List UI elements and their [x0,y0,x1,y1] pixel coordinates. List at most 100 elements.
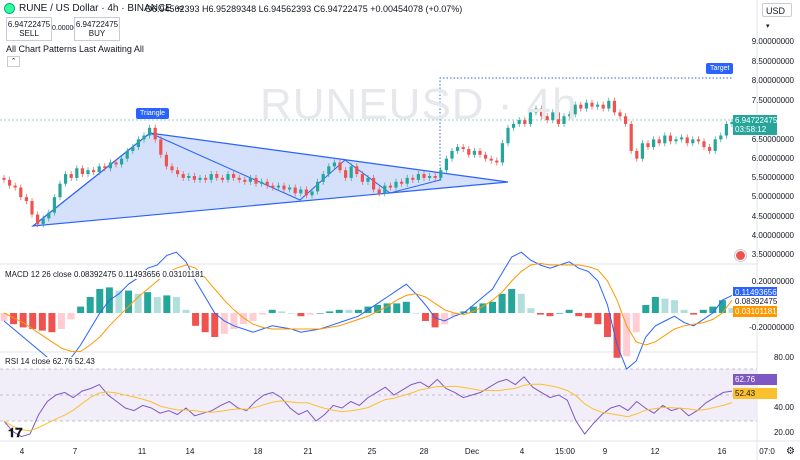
macd-histogram-bar [450,313,458,317]
candle-body [360,174,364,182]
macd-histogram-bar [278,311,286,313]
candle-body [478,150,482,155]
candle-body [136,139,140,148]
macd-histogram-bar [431,313,439,328]
flag-icon[interactable] [735,250,746,261]
candle-body [568,114,572,117]
candle-body [601,104,605,109]
macd-histogram-bar [10,313,18,325]
time-tick: 11 [137,447,147,456]
candle-body [652,139,656,148]
candle-body [176,170,180,175]
ohlc-readout: O6.94562393 H6.95289348 L6.94562393 C6.9… [145,4,463,14]
settings-gear-icon[interactable]: ⚙ [786,446,795,457]
sell-button[interactable]: 6.94722475 SELL [6,17,52,41]
candle-body [316,181,320,192]
candle-body [254,177,258,184]
candle-body [629,123,633,151]
macd-histogram-bar [57,313,65,329]
candle-body [461,147,465,149]
macd-histogram-bar [718,300,726,313]
candle-body [456,147,460,151]
price-tick: 6.50000000 [751,135,794,144]
candle-body [265,181,269,186]
triangle-pattern[interactable] [31,132,509,227]
symbol-title[interactable]: RUNE / US Dollar · 4h · BINANCE [19,3,172,14]
candle-body [349,166,353,178]
price-tick: 5.00000000 [751,192,794,201]
macd-histogram-bar [565,309,573,313]
candle-body [607,100,611,109]
candle-body [2,177,6,180]
rsi-axis-tick: 20.00 [773,428,794,437]
candle-body [114,162,118,165]
price-tick: 6.00000000 [751,154,794,163]
candle-body [310,191,314,196]
chevron-up-icon[interactable]: ⌃ [7,56,20,67]
time-tick: 25 [367,447,377,456]
candle-body [495,160,499,163]
macd-histogram-bar [651,297,659,313]
macd-histogram-bar [38,313,46,331]
candle-body [439,170,443,178]
chart-patterns-indicator[interactable]: All Chart Patterns Last Awaiting All [6,44,144,54]
candle-body [528,112,532,124]
triangle-label[interactable]: Triangle [136,108,170,119]
candle-body [635,150,639,159]
macd-histogram-bar [402,301,410,313]
candle-body [64,174,68,184]
candle-body [142,135,146,140]
target-label[interactable]: Target [706,63,734,74]
candle-body [92,170,96,173]
candle-body [450,150,454,159]
macd-histogram-bar [441,313,449,325]
macd-histogram-bar [623,313,631,357]
currency-selector[interactable]: USD ▾ [762,3,792,30]
macd-histogram-bar [144,292,152,313]
macd-label: MACD 12 26 close [5,270,72,279]
macd-histogram-bar [374,305,382,313]
time-tick: 28 [419,447,429,456]
rsi-ma-line [3,383,733,432]
candle-body [540,108,544,117]
time-tick: 21 [303,447,313,456]
candle-body [394,181,398,188]
candle-body [13,185,17,188]
rsi-legend[interactable]: RSI 14 close 62.76 52.43 [5,357,95,366]
candle-body [36,214,40,225]
macd-histogram-bar [536,313,544,315]
candle-body [24,197,28,202]
rune-logo-icon [4,3,15,14]
candle-body [164,154,168,167]
macd-histogram-bar [163,295,171,313]
candle-body [702,141,706,148]
macd-histogram-bar [67,313,75,320]
candle-body [282,185,286,190]
candle-body [220,177,224,180]
chevron-down-icon: ▾ [766,23,770,30]
candle-body [484,154,488,159]
candle-body [691,139,695,144]
candle-body [58,183,62,198]
share-icon[interactable]: ⋖ [175,3,185,14]
candle-body [685,137,689,144]
candle-body [293,187,297,194]
price-tick: 9.00000000 [751,37,794,46]
macd-histogram-bar [728,308,736,313]
macd-histogram-bar [211,313,219,337]
price-tick: 5.50000000 [751,173,794,182]
candle-countdown: 03:58:12 [735,125,767,134]
candle-body [304,189,308,196]
macd-histogram-bar [230,313,238,329]
candle-body [428,175,432,178]
time-tick: 14 [185,447,195,456]
spread-value: 0.00000000 [52,25,89,32]
macd-histogram-bar [546,313,554,317]
price-tick: 7.50000000 [751,96,794,105]
buy-button[interactable]: 6.94722475 BUY [74,17,120,41]
macd-legend[interactable]: MACD 12 26 close 0.08392475 0.11493656 0… [5,270,204,279]
candle-body [232,174,236,178]
candle-body [198,177,202,180]
candle-body [422,174,426,178]
